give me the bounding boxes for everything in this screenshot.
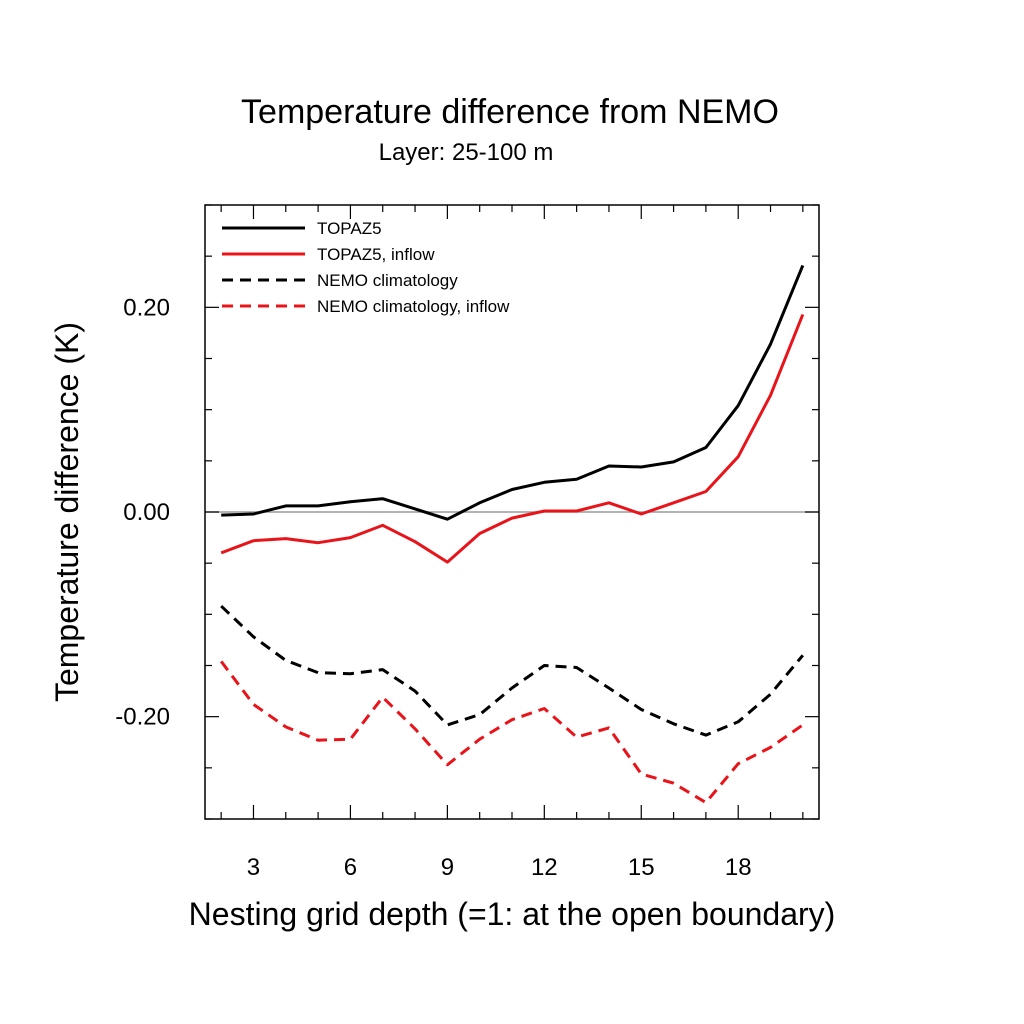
legend: TOPAZ5 TOPAZ5, inflow NEMO climatology NEMO… [222,219,510,316]
x-tick-label: 3 [247,854,260,881]
y-tick-label: 0.20 [123,294,170,321]
x-tick-label: 12 [531,854,558,881]
x-tick-labels: 3 6 9 12 15 18 [247,854,752,881]
x-tick-label: 6 [344,854,357,881]
y-axis-label: Temperature difference (K) [49,322,85,702]
chart-title: Temperature difference from NEMO [241,93,779,131]
series-line-4 [220,660,804,805]
legend-label: TOPAZ5, inflow [317,245,435,264]
series-line-3 [220,605,804,737]
axis-ticks [205,204,819,820]
series-group [220,264,805,805]
x-axis-label: Nesting grid depth (=1: at the open boun… [189,896,836,932]
legend-label: NEMO climatology [317,271,458,290]
legend-label: NEMO climatology, inflow [317,297,510,316]
y-tick-labels: 0.20 0.00 -0.20 [115,294,170,730]
plot-area [204,204,820,820]
series-line-1 [221,264,805,521]
chart-subtitle: Layer: 25-100 m [379,139,554,166]
legend-label: TOPAZ5 [317,219,382,238]
y-tick-label: -0.20 [115,704,170,731]
series-line-2 [220,313,805,564]
x-tick-label: 9 [441,854,454,881]
x-tick-label: 15 [628,854,655,881]
plot-frame [204,204,820,820]
x-tick-label: 18 [725,854,752,881]
y-tick-label: 0.00 [123,499,170,526]
